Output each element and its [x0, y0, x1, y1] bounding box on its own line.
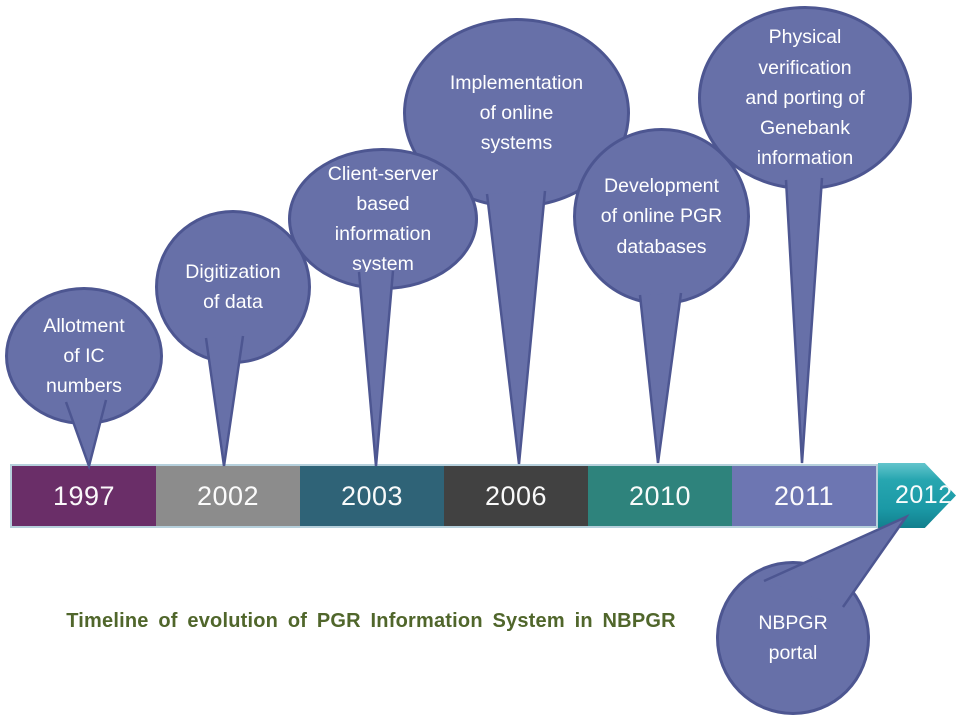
timeline-segment-1997: 1997	[12, 466, 156, 526]
callout-text: Implementation of online systems	[449, 71, 584, 155]
callout-digitization-of-data: Digitization of data	[155, 210, 311, 364]
callout-nbpgr-portal: NBPGR portal	[716, 561, 870, 715]
year-label-1997: 1997	[52, 480, 116, 511]
year-label-2010: 2010	[628, 480, 692, 511]
slide-caption: Timeline of evolution of PGR Information…	[66, 610, 676, 632]
timeline-segment-2011: 2011	[732, 466, 876, 526]
year-label-2011: 2011	[773, 480, 835, 511]
callout-text: Allotment of IC numbers	[43, 314, 125, 398]
callout-text: Development of online PGR databases	[600, 175, 723, 258]
timeline-segment-2002: 2002	[156, 466, 300, 526]
callout-text: Client-server based information system	[327, 162, 439, 276]
timeline-segment-2010: 2010	[588, 466, 732, 526]
timeline-bar: 1997 2002 2003 2006 2010 2011	[10, 464, 878, 528]
timeline-segment-2003: 2003	[300, 466, 444, 526]
year-label-2003: 2003	[340, 480, 404, 511]
callout-client-server-information-system: Client-server based information system	[288, 148, 478, 290]
year-label-2012: 2012	[895, 481, 953, 509]
timeline-arrow-2012: 2012	[878, 463, 956, 528]
callout-physical-verification-genebank: Physical verification and porting of Gen…	[698, 6, 912, 190]
callout-allotment-ic-numbers: Allotment of IC numbers	[5, 287, 163, 425]
callout-text: Physical verification and porting of Gen…	[745, 26, 865, 170]
year-label-2002: 2002	[196, 480, 260, 511]
timeline-segment-2006: 2006	[444, 466, 588, 526]
callout-text: NBPGR portal	[758, 611, 828, 664]
callout-implementation-online-systems: Implementation of online systems	[403, 18, 630, 208]
callout-development-online-pgr-databases: Development of online PGR databases	[573, 128, 750, 305]
year-label-2006: 2006	[484, 480, 548, 511]
callout-text: Digitization of data	[185, 260, 281, 313]
